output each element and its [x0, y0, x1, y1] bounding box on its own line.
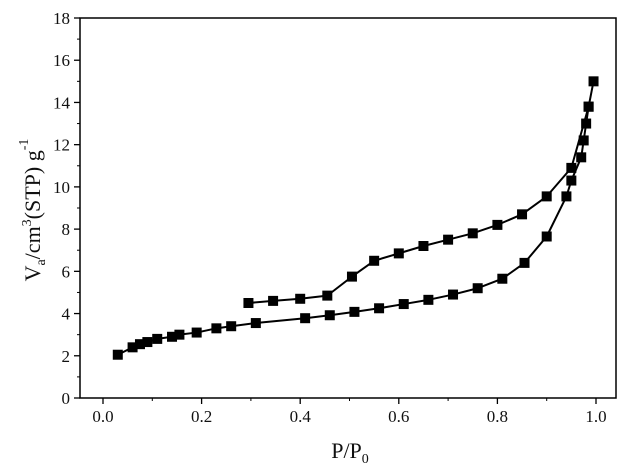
- adsorption-point: [576, 152, 587, 163]
- x-tick-label: 0.6: [388, 407, 409, 426]
- adsorption-point: [300, 313, 311, 324]
- adsorption-point: [112, 349, 123, 360]
- x-tick-label: 0.8: [487, 407, 508, 426]
- y-tick-label: 14: [53, 93, 71, 112]
- desorption-point: [566, 162, 577, 173]
- adsorption-point: [578, 135, 589, 146]
- adsorption-point: [226, 321, 237, 332]
- y-tick-label: 18: [53, 9, 70, 28]
- adsorption-point: [497, 273, 508, 284]
- desorption-point: [418, 241, 429, 251]
- desorption-point: [295, 293, 306, 304]
- desorption-point: [322, 290, 333, 301]
- desorption-line: [248, 106, 590, 304]
- y-tick-label: 12: [53, 136, 70, 155]
- x-axis-label: P/P0: [331, 438, 369, 467]
- adsorption-point: [423, 294, 434, 305]
- x-tick-label: 0.0: [92, 407, 113, 426]
- adsorption-point: [448, 289, 459, 300]
- adsorption-point: [324, 310, 335, 321]
- adsorption-point: [472, 283, 483, 294]
- y-tick-label: 6: [62, 262, 71, 281]
- desorption-point: [517, 209, 528, 220]
- adsorption-point: [566, 175, 577, 186]
- desorption-point: [443, 234, 454, 245]
- adsorption-point: [541, 231, 552, 242]
- desorption-point: [393, 248, 404, 259]
- adsorption-point: [519, 257, 530, 268]
- desorption-point: [541, 191, 552, 202]
- adsorption-point: [211, 323, 222, 334]
- adsorption-point: [174, 329, 185, 340]
- adsorption-point: [349, 306, 360, 317]
- adsorption-point: [581, 118, 592, 129]
- adsorption-point: [250, 318, 261, 329]
- y-tick-label: 8: [62, 220, 71, 239]
- x-axis-label-subscript: 0: [362, 452, 369, 467]
- x-tick-label: 0.4: [290, 407, 312, 426]
- y-tick-label: 16: [53, 51, 70, 70]
- y-tick-label: 10: [53, 178, 70, 197]
- adsorption-point: [134, 339, 145, 350]
- desorption-point: [369, 255, 380, 266]
- adsorption-point: [152, 333, 163, 344]
- y-tick-label: 2: [62, 347, 71, 366]
- x-tick-label: 1.0: [585, 407, 606, 426]
- y-axis-label: Va/cm3(STP) g-1: [17, 139, 49, 282]
- adsorption-point: [561, 191, 572, 202]
- adsorption-point: [191, 327, 202, 338]
- desorption-point: [583, 101, 594, 112]
- desorption-point: [492, 219, 503, 230]
- adsorption-point: [588, 76, 599, 87]
- desorption-point: [346, 271, 357, 282]
- adsorption-point: [142, 337, 153, 348]
- x-tick-label: 0.2: [191, 407, 212, 426]
- adsorption-point: [374, 303, 385, 314]
- adsorption-point: [127, 342, 138, 353]
- desorption-point: [268, 295, 279, 306]
- adsorption-point: [167, 331, 178, 342]
- y-tick-label: 4: [62, 305, 71, 324]
- y-tick-label: 0: [62, 389, 71, 408]
- adsorption-point: [398, 299, 409, 310]
- desorption-point: [467, 228, 478, 239]
- desorption-point: [243, 298, 254, 308]
